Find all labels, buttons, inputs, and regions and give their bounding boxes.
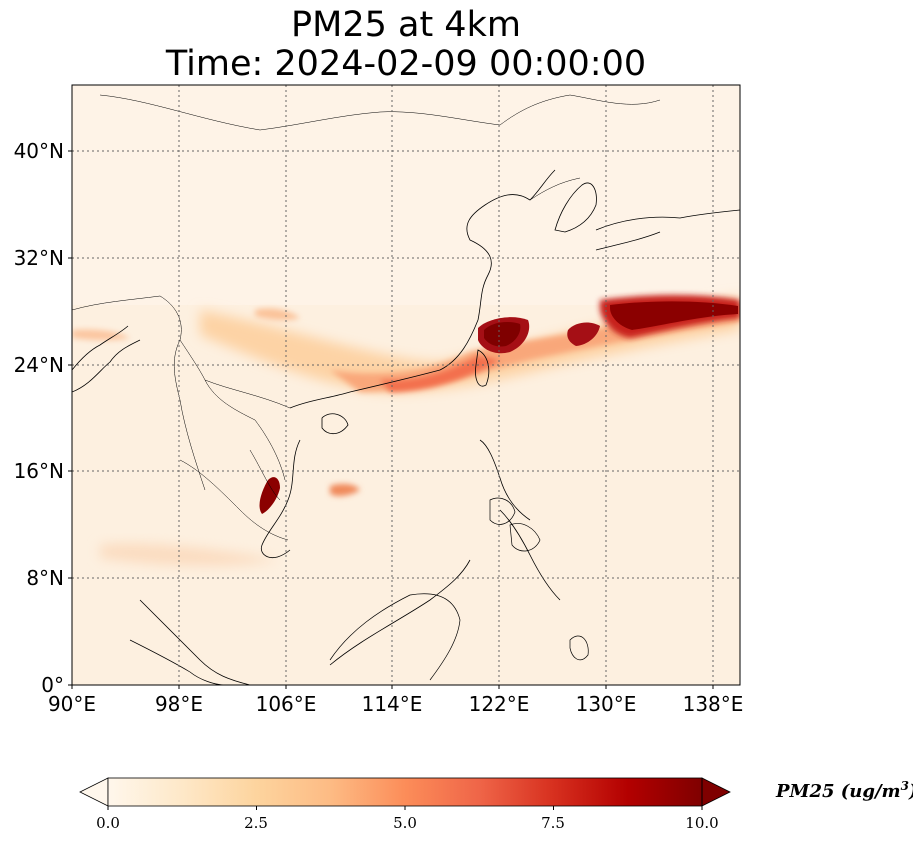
plume-band-outer bbox=[200, 296, 740, 393]
map-title-line1: PM25 at 4km bbox=[291, 5, 521, 45]
lat-tick-label: 24°N bbox=[13, 353, 64, 377]
pm25-field bbox=[72, 85, 740, 685]
hotspot-cambodia bbox=[259, 477, 280, 514]
lon-tick-label: 138°E bbox=[682, 692, 744, 716]
map-frame bbox=[71, 84, 741, 686]
colorbar-label-exponent: 3 bbox=[900, 779, 909, 793]
lon-tick-label: 98°E bbox=[154, 692, 204, 716]
lat-tick-label: 8°N bbox=[26, 566, 64, 590]
colorbar bbox=[79, 777, 731, 810]
colorbar-min-extend bbox=[79, 777, 109, 807]
gridlines bbox=[72, 85, 740, 685]
lon-tick-label: 90°E bbox=[47, 692, 97, 716]
islands bbox=[129, 497, 589, 685]
lat-tick-label: 32°N bbox=[13, 246, 64, 270]
lat-tick-label: 0° bbox=[41, 673, 64, 697]
map-title-line2: Time: 2024-02-09 00:00:00 bbox=[165, 44, 647, 84]
colorbar-tick-label: 10.0 bbox=[685, 814, 719, 832]
country-borders bbox=[72, 94, 661, 541]
colorbar-tick-label: 7.5 bbox=[541, 814, 565, 832]
lon-tick-label: 130°E bbox=[575, 692, 637, 716]
colorbar-tick-label: 5.0 bbox=[393, 814, 417, 832]
colorbar-label-suffix: ) bbox=[909, 781, 913, 802]
colorbar-tick-label: 0.0 bbox=[96, 814, 120, 832]
colorbar-gradient bbox=[108, 778, 702, 806]
lon-tick-label: 114°E bbox=[361, 692, 423, 716]
lat-tick-label: 16°N bbox=[13, 459, 64, 483]
lat-tick-label: 40°N bbox=[13, 139, 64, 163]
lon-tick-label: 122°E bbox=[468, 692, 530, 716]
lon-tick-label: 106°E bbox=[255, 692, 317, 716]
coastlines bbox=[72, 169, 740, 685]
plume-coast bbox=[380, 356, 500, 392]
colorbar-label-prefix: PM25 (ug/m bbox=[776, 781, 901, 802]
colorbar-tick-label: 2.5 bbox=[244, 814, 268, 832]
colorbar-max-extend bbox=[701, 777, 731, 807]
colorbar-label: PM25 (ug/m3) bbox=[776, 779, 913, 802]
axis-ticks bbox=[68, 150, 714, 689]
